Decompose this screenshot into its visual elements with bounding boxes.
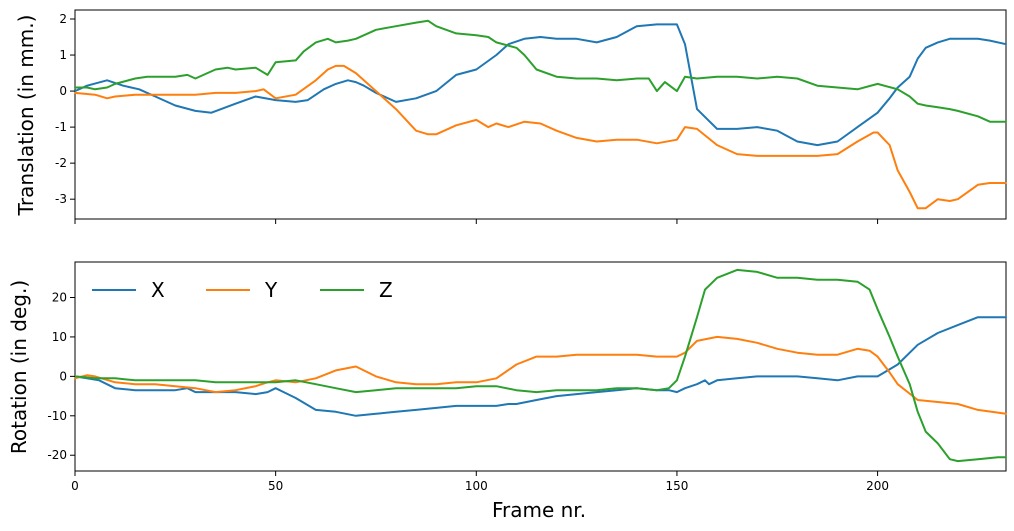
- translation-panel: -3 -2 -1 0 1 2 Translation (in mm.): [14, 9, 1007, 224]
- legend-label-y: Y: [264, 278, 278, 302]
- translation-series-x-line: [74, 23, 1007, 147]
- rotation-y-tick-label: 0: [59, 369, 67, 383]
- legend-label-x: X: [151, 278, 165, 302]
- rotation-y-tick-label: 20: [52, 290, 67, 304]
- rotation-x-tick-label: 100: [465, 479, 488, 493]
- translation-series-group: [74, 19, 1007, 210]
- x-axis-label: Frame nr.: [492, 498, 586, 522]
- translation-y-ticks: -3 -2 -1 0 1 2: [55, 12, 75, 206]
- translation-y-tick-label: -3: [55, 192, 67, 206]
- rotation-series-x-line: [74, 316, 1007, 417]
- rotation-y-tick-label: -10: [47, 409, 67, 423]
- translation-series-z-line: [74, 19, 1007, 123]
- rotation-plot-frame: [74, 261, 1007, 472]
- legend: X Y Z: [92, 278, 393, 302]
- rotation-y-axis-label: Rotation (in deg.): [7, 280, 31, 454]
- translation-y-tick-label: 0: [59, 84, 67, 98]
- rotation-x-tick-label: 0: [71, 479, 79, 493]
- rotation-series-z-line: [74, 268, 1007, 463]
- translation-y-tick-label: 2: [59, 12, 67, 26]
- translation-y-tick-label: -1: [55, 120, 67, 134]
- rotation-x-ticks: 0 50 100 150 200: [71, 471, 889, 493]
- rotation-series-y-line: [74, 335, 1007, 415]
- translation-y-tick-label: -2: [55, 156, 67, 170]
- translation-y-axis-label: Translation (in mm.): [14, 15, 38, 217]
- translation-x-ticks: [74, 219, 879, 224]
- rotation-panel: -20 -10 0 10 20 0 50 100 150 200 Rotation (in de…: [7, 261, 1007, 522]
- rotation-y-ticks: -20 -10 0 10 20: [47, 290, 75, 462]
- rotation-y-tick-label: -20: [47, 448, 67, 462]
- rotation-x-tick-label: 200: [866, 479, 889, 493]
- translation-plot-frame: [74, 9, 1007, 220]
- rotation-x-tick-label: 150: [665, 479, 688, 493]
- translation-y-tick-label: 1: [59, 48, 67, 62]
- rotation-series-group: [74, 268, 1007, 463]
- rotation-x-tick-label: 50: [268, 479, 283, 493]
- translation-series-y-line: [74, 64, 1007, 210]
- rotation-y-tick-label: 10: [52, 330, 67, 344]
- legend-label-z: Z: [379, 278, 393, 302]
